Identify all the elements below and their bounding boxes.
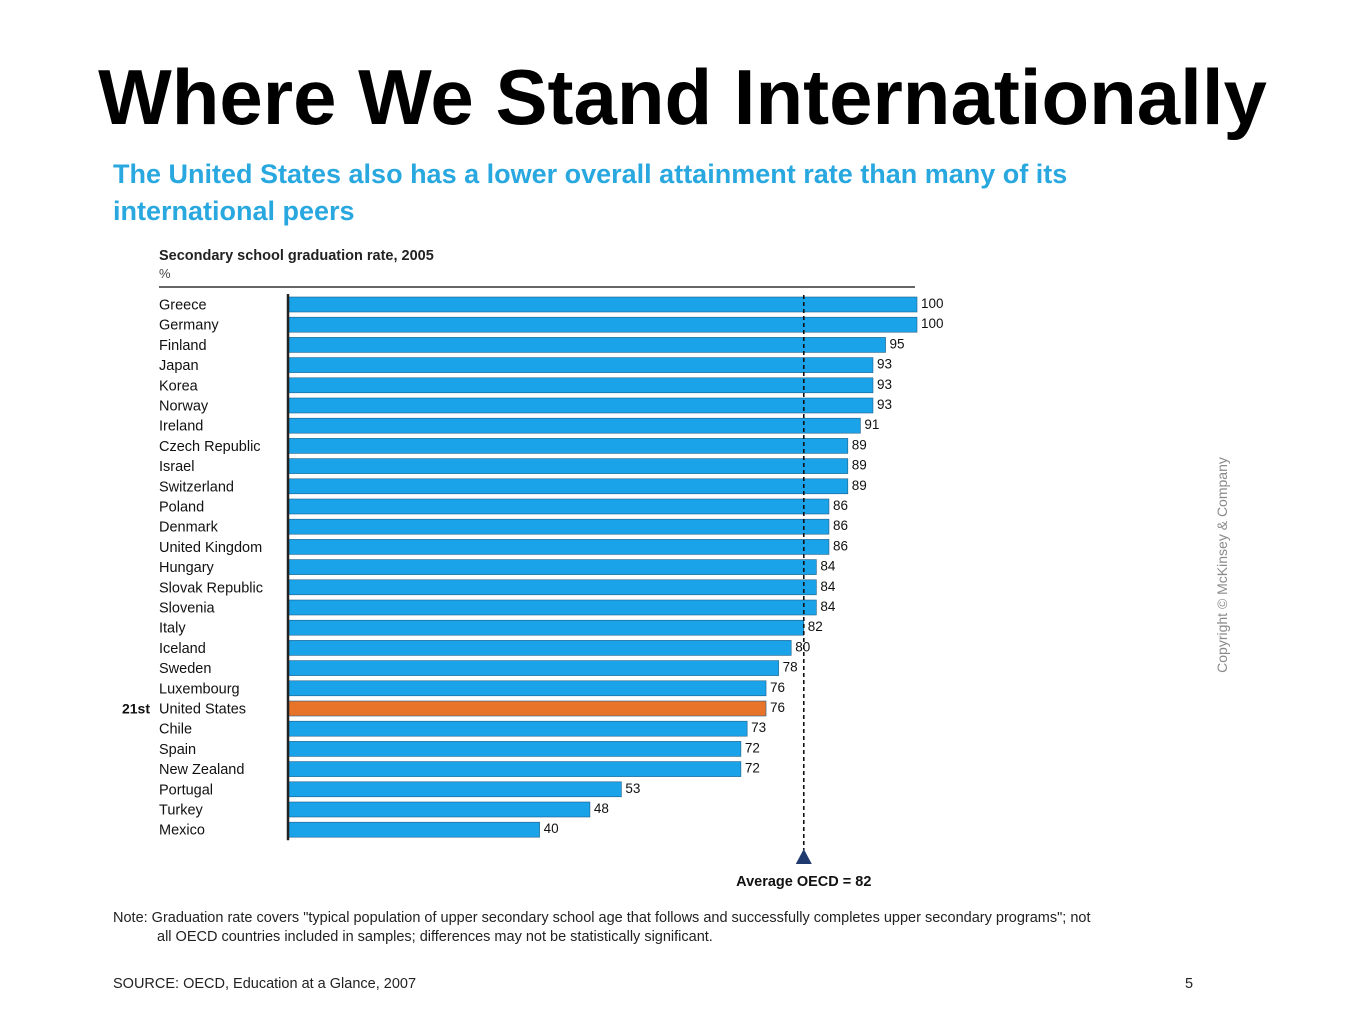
- category-label: Iceland: [159, 641, 206, 657]
- bar-iceland: [287, 640, 792, 656]
- value-label: 76: [770, 700, 785, 715]
- category-label: Portugal: [159, 782, 213, 798]
- bar-slovenia: [287, 599, 817, 616]
- bar-norway: [287, 397, 874, 414]
- bar-ireland: [287, 417, 861, 434]
- value-label: 40: [544, 821, 559, 836]
- category-label: Slovenia: [159, 601, 216, 617]
- bar-switzerland: [287, 478, 849, 495]
- average-marker-triangle: [795, 849, 812, 864]
- bar-united-kingdom: [287, 539, 830, 555]
- copyright-text: Copyright © McKinsey & Company: [1214, 457, 1230, 673]
- bar-italy: [287, 619, 805, 636]
- headline-line-1: The United States also has a lower overa…: [113, 159, 1068, 189]
- category-label: Mexico: [159, 823, 205, 839]
- category-label: Germany: [159, 318, 219, 334]
- bar-spain: [287, 741, 742, 757]
- category-label: Israel: [159, 459, 194, 475]
- value-label: 95: [890, 336, 905, 351]
- category-label: Luxembourg: [159, 681, 240, 697]
- value-label: 100: [921, 316, 944, 331]
- chart-unit: %: [159, 266, 171, 281]
- value-label: 82: [808, 619, 823, 634]
- value-label: 93: [877, 377, 892, 392]
- source-citation: SOURCE: OECD, Education at a Glance, 200…: [113, 976, 417, 992]
- bar-portugal: [287, 781, 622, 798]
- chart-note: Note: Graduation rate covers "typical po…: [113, 909, 1213, 947]
- rank-label: 21st: [122, 701, 150, 717]
- category-label: Chile: [159, 722, 192, 738]
- bar-germany: [287, 316, 918, 333]
- category-label: Czech Republic: [159, 439, 261, 455]
- value-label: 84: [820, 559, 836, 574]
- category-label: Norway: [159, 399, 209, 415]
- bar-korea: [287, 377, 874, 394]
- note-line-2: all OECD countries included in samples; …: [157, 929, 713, 945]
- bar-denmark: [287, 518, 830, 535]
- slide-title: Where We Stand Internationally: [98, 53, 1267, 141]
- bar-hungary: [287, 559, 817, 575]
- category-label: United Kingdom: [159, 540, 262, 556]
- bar-chile: [287, 720, 748, 737]
- bar-united-states: [287, 700, 767, 717]
- headline-line-2: international peers: [113, 196, 355, 226]
- category-label: Ireland: [159, 419, 203, 435]
- value-label: 84: [820, 579, 836, 594]
- category-label: Spain: [159, 742, 196, 758]
- category-label: Turkey: [159, 803, 204, 819]
- bar-slovak-republic: [287, 579, 817, 596]
- value-label: 89: [852, 437, 867, 452]
- bar-japan: [287, 357, 874, 373]
- bar-czech-republic: [287, 438, 849, 454]
- value-label: 84: [820, 599, 836, 614]
- value-label: 93: [877, 357, 892, 372]
- bar-new-zealand: [287, 761, 742, 777]
- value-label: 72: [745, 740, 760, 755]
- average-label: Average OECD = 82: [736, 874, 871, 890]
- chart-title: Secondary school graduation rate, 2005: [159, 248, 434, 264]
- category-label: Slovak Republic: [159, 580, 263, 596]
- value-label: 91: [864, 417, 879, 432]
- value-label: 86: [833, 538, 848, 553]
- value-label: 48: [594, 801, 609, 816]
- category-label: Japan: [159, 358, 199, 374]
- category-label: New Zealand: [159, 762, 244, 778]
- category-label: United States: [159, 702, 246, 718]
- page-number: 5: [1185, 976, 1194, 992]
- value-label: 89: [852, 458, 867, 473]
- value-label: 78: [783, 660, 798, 675]
- value-label: 89: [852, 478, 867, 493]
- bar-finland: [287, 337, 886, 353]
- note-line-1: Note: Graduation rate covers "typical po…: [113, 910, 1091, 926]
- bar-mexico: [287, 821, 540, 838]
- bar-poland: [287, 498, 830, 515]
- value-label: 76: [770, 680, 785, 695]
- value-label: 86: [833, 518, 848, 533]
- value-label: 100: [921, 296, 944, 311]
- category-label: Korea: [159, 378, 199, 394]
- category-label: Sweden: [159, 661, 211, 677]
- bar-sweden: [287, 660, 779, 676]
- bar-luxembourg: [287, 680, 767, 697]
- category-label: Italy: [159, 621, 186, 637]
- category-label: Poland: [159, 500, 204, 516]
- category-label: Switzerland: [159, 479, 234, 495]
- category-label: Hungary: [159, 560, 215, 576]
- value-label: 93: [877, 397, 892, 412]
- category-label: Finland: [159, 338, 207, 354]
- bar-greece: [287, 296, 918, 313]
- value-label: 73: [751, 720, 766, 735]
- value-label: 72: [745, 761, 760, 776]
- value-label: 53: [625, 781, 640, 796]
- value-label: 86: [833, 498, 848, 513]
- value-label: 80: [795, 639, 810, 654]
- bar-turkey: [287, 801, 591, 818]
- chart-headline: The United States also has a lower overa…: [113, 156, 1223, 230]
- category-label: Greece: [159, 298, 207, 314]
- category-label: Denmark: [159, 520, 219, 536]
- bar-israel: [287, 458, 849, 474]
